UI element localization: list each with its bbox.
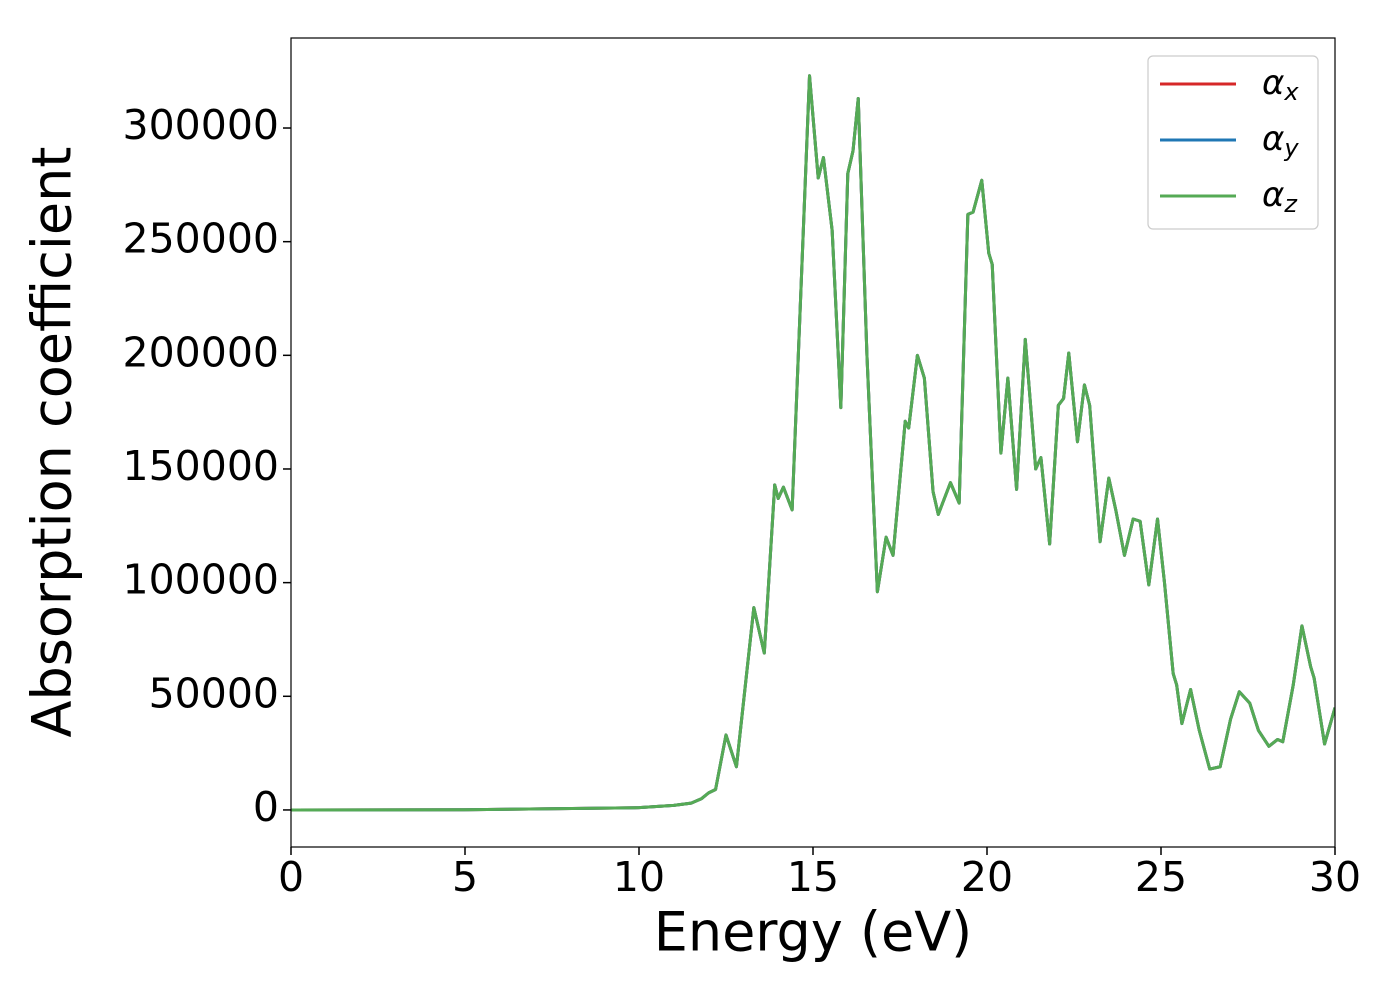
legend-box <box>1147 55 1319 230</box>
legend-label: αy <box>1262 119 1299 163</box>
y-tick-label: 250000 <box>122 215 279 263</box>
x-tick-label: 10 <box>613 853 665 901</box>
x-tick-label: 30 <box>1309 853 1361 901</box>
x-axis-label: Energy (eV) <box>654 901 973 964</box>
x-tick-label: 20 <box>961 853 1013 901</box>
x-tick-label: 5 <box>452 853 478 901</box>
y-axis-label: Absorption coefficient <box>21 147 84 738</box>
plot-frame <box>290 37 1336 848</box>
data-line <box>291 74 1335 812</box>
y-tick-label: 0 <box>253 783 279 831</box>
x-tick-label: 15 <box>787 853 839 901</box>
y-tick-label: 300000 <box>122 101 279 149</box>
legend-label: αz <box>1262 175 1298 219</box>
x-tick-label: 25 <box>1135 853 1187 901</box>
x-tick-label: 0 <box>278 853 304 901</box>
y-tick-label: 100000 <box>122 556 279 604</box>
legend-label: αx <box>1262 63 1299 107</box>
y-tick-label: 200000 <box>122 328 279 376</box>
y-tick-label: 150000 <box>122 442 279 490</box>
y-tick-label: 50000 <box>149 669 279 717</box>
